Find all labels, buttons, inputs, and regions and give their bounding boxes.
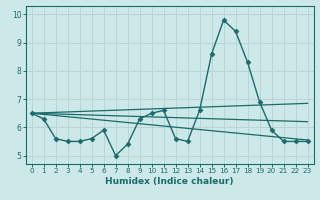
X-axis label: Humidex (Indice chaleur): Humidex (Indice chaleur) — [105, 177, 234, 186]
